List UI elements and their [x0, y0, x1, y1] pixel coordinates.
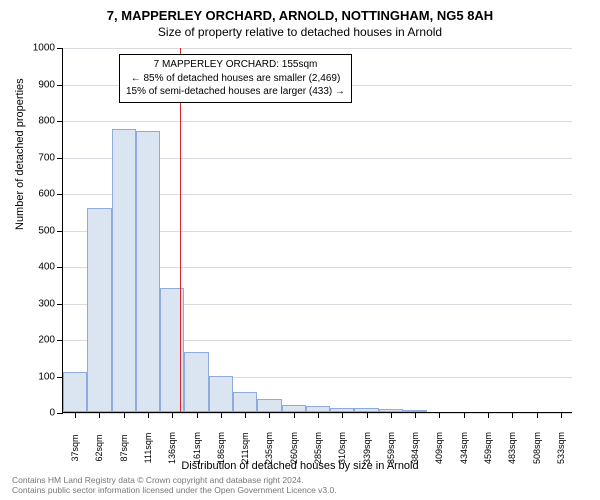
x-tick — [245, 412, 246, 418]
histogram-bar — [87, 208, 111, 412]
y-tick — [57, 121, 63, 122]
annotation-box: 7 MAPPERLEY ORCHARD: 155sqm ← 85% of det… — [119, 54, 352, 103]
x-tick — [439, 412, 440, 418]
x-tick-label: 37sqm — [70, 434, 80, 461]
x-tick — [488, 412, 489, 418]
annotation-line2: ← 85% of detached houses are smaller (2,… — [126, 72, 345, 86]
histogram-bar — [282, 405, 306, 412]
y-tick — [57, 413, 63, 414]
y-tick-label: 700 — [38, 152, 55, 163]
x-tick — [172, 412, 173, 418]
y-tick — [57, 340, 63, 341]
footer-line1: Contains HM Land Registry data © Crown c… — [12, 475, 337, 486]
y-axis-title: Number of detached properties — [14, 78, 26, 230]
annotation-line3: 15% of semi-detached houses are larger (… — [126, 85, 345, 99]
y-tick-label: 0 — [49, 408, 55, 419]
y-tick-label: 1000 — [33, 43, 55, 54]
y-tick — [57, 267, 63, 268]
y-tick — [57, 85, 63, 86]
chart-plot-area: 0100200300400500600700800900100037sqm62s… — [62, 48, 572, 413]
annotation-line1: 7 MAPPERLEY ORCHARD: 155sqm — [126, 58, 345, 72]
histogram-bar — [136, 131, 160, 412]
x-tick — [367, 412, 368, 418]
x-tick — [537, 412, 538, 418]
x-tick-label: 62sqm — [94, 434, 104, 461]
y-tick-label: 800 — [38, 116, 55, 127]
y-tick-label: 600 — [38, 189, 55, 200]
y-tick-label: 900 — [38, 79, 55, 90]
y-tick — [57, 158, 63, 159]
x-tick — [512, 412, 513, 418]
y-tick-label: 500 — [38, 225, 55, 236]
y-tick — [57, 304, 63, 305]
x-axis-title: Distribution of detached houses by size … — [0, 460, 600, 472]
histogram-bar — [209, 376, 233, 413]
x-tick — [391, 412, 392, 418]
y-tick-label: 200 — [38, 335, 55, 346]
x-tick — [269, 412, 270, 418]
x-tick — [197, 412, 198, 418]
x-tick-label: 111sqm — [143, 433, 153, 464]
y-tick-label: 100 — [38, 371, 55, 382]
x-tick — [561, 412, 562, 418]
x-tick — [464, 412, 465, 418]
chart-title-sub: Size of property relative to detached ho… — [0, 23, 600, 39]
x-tick — [221, 412, 222, 418]
x-tick-label: 87sqm — [119, 434, 129, 461]
x-tick — [148, 412, 149, 418]
y-tick-label: 300 — [38, 298, 55, 309]
x-tick — [99, 412, 100, 418]
y-tick — [57, 48, 63, 49]
x-tick — [75, 412, 76, 418]
histogram-bar — [233, 392, 257, 412]
histogram-bar — [257, 399, 281, 412]
footer-attribution: Contains HM Land Registry data © Crown c… — [12, 475, 337, 496]
chart-title-main: 7, MAPPERLEY ORCHARD, ARNOLD, NOTTINGHAM… — [0, 0, 600, 23]
x-tick — [318, 412, 319, 418]
y-tick — [57, 194, 63, 195]
x-tick — [124, 412, 125, 418]
x-tick — [294, 412, 295, 418]
histogram-bar — [63, 372, 87, 412]
x-tick — [415, 412, 416, 418]
y-tick-label: 400 — [38, 262, 55, 273]
x-tick — [342, 412, 343, 418]
reference-line — [180, 48, 181, 412]
y-tick — [57, 231, 63, 232]
gridline — [63, 48, 572, 49]
histogram-bar — [184, 352, 208, 412]
x-tick-label: 211sqm — [240, 432, 250, 463]
histogram-bar — [160, 288, 184, 412]
gridline — [63, 121, 572, 122]
histogram-bar — [112, 129, 136, 412]
footer-line2: Contains public sector information licen… — [12, 485, 337, 496]
